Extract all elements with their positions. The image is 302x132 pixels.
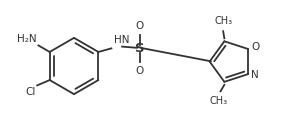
Text: CH₃: CH₃ (214, 16, 232, 27)
Text: O: O (136, 66, 144, 76)
Text: N: N (251, 70, 259, 80)
Text: O: O (251, 42, 259, 52)
Text: H₂N: H₂N (17, 34, 37, 44)
Text: S: S (135, 43, 145, 55)
Text: CH₃: CH₃ (210, 96, 228, 106)
Text: Cl: Cl (25, 87, 36, 97)
Text: HN: HN (114, 35, 129, 45)
Text: O: O (136, 21, 144, 31)
